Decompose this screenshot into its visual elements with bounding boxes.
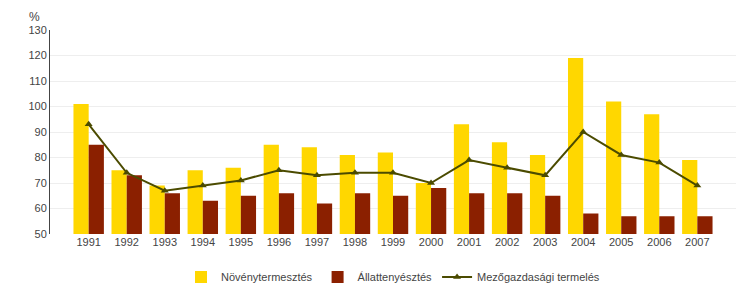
svg-text:2003: 2003 (533, 236, 557, 248)
svg-text:100: 100 (28, 100, 46, 112)
svg-text:Növénytermesztés: Növénytermesztés (221, 271, 313, 283)
svg-text:2007: 2007 (685, 236, 709, 248)
svg-text:90: 90 (35, 126, 47, 138)
svg-text:130: 130 (28, 24, 46, 36)
svg-text:2004: 2004 (571, 236, 595, 248)
svg-text:Mezőgazdasági termelés: Mezőgazdasági termelés (477, 271, 600, 283)
svg-text:2006: 2006 (647, 236, 671, 248)
svg-text:1997: 1997 (305, 236, 329, 248)
svg-text:1991: 1991 (76, 236, 100, 248)
svg-text:1996: 1996 (267, 236, 291, 248)
svg-text:2002: 2002 (495, 236, 519, 248)
svg-text:2005: 2005 (609, 236, 633, 248)
svg-text:2001: 2001 (457, 236, 481, 248)
svg-text:50: 50 (35, 228, 47, 240)
svg-text:%: % (29, 10, 40, 24)
svg-text:1995: 1995 (229, 236, 253, 248)
svg-text:1999: 1999 (381, 236, 405, 248)
svg-text:1992: 1992 (114, 236, 138, 248)
svg-text:60: 60 (35, 202, 47, 214)
svg-text:Állattenyésztés: Állattenyésztés (358, 271, 432, 283)
svg-text:80: 80 (35, 151, 47, 163)
svg-text:1994: 1994 (191, 236, 215, 248)
svg-text:120: 120 (28, 49, 46, 61)
svg-text:1993: 1993 (153, 236, 177, 248)
svg-text:1998: 1998 (343, 236, 367, 248)
svg-text:110: 110 (29, 75, 47, 87)
svg-text:2000: 2000 (419, 236, 443, 248)
svg-text:70: 70 (35, 177, 47, 189)
